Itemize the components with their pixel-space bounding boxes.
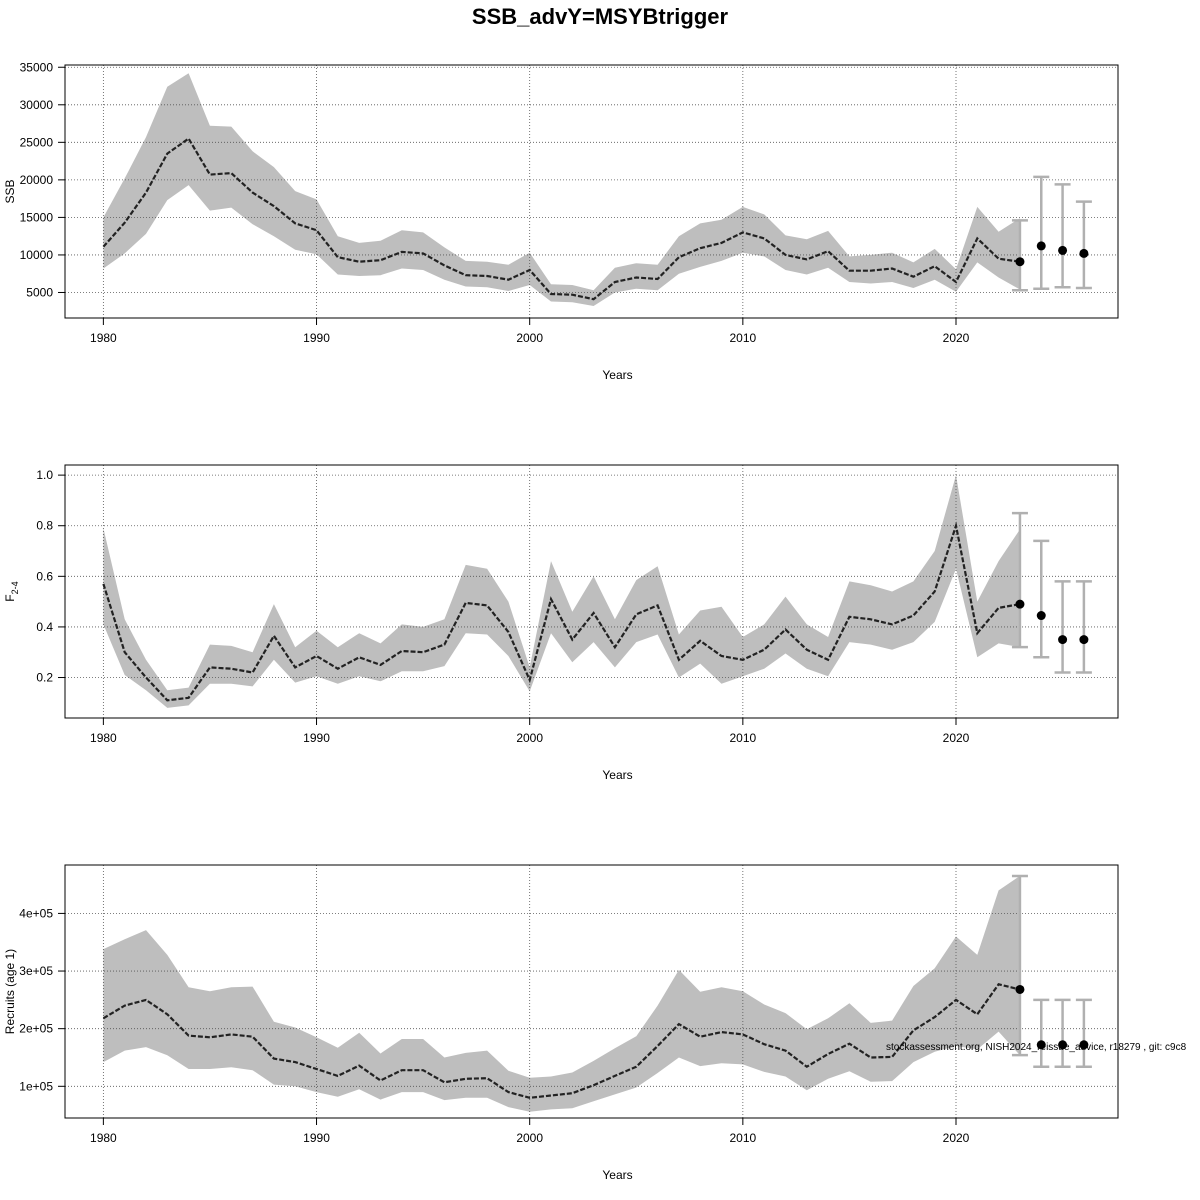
forecast-point — [1036, 1040, 1046, 1050]
y-axis-title: SSB — [3, 179, 17, 203]
y-tick-label: 0.6 — [36, 569, 53, 583]
x-axis-title: Years — [602, 768, 632, 782]
x-tick-label: 1990 — [303, 331, 330, 345]
forecast-point — [1036, 611, 1046, 621]
forecast-point — [1058, 245, 1068, 255]
last-estimate-point — [1015, 984, 1025, 994]
x-tick-label: 2020 — [943, 731, 970, 745]
x-tick-label: 1980 — [90, 1131, 117, 1145]
estimate-line — [102, 521, 1021, 702]
estimate-line — [102, 137, 1021, 301]
ssb-panel: 1980 1990 2000 2010 2020 5000 10000 15000 20000 2… — [3, 60, 1119, 382]
x-axis-title: Years — [602, 1168, 632, 1182]
y-tick-label: 1.0 — [36, 468, 53, 482]
plot-frame — [64, 64, 1119, 319]
y-tick-label: 25000 — [20, 135, 54, 149]
x-tick-label: 2010 — [729, 331, 756, 345]
y-tick-label: 2e+05 — [19, 1022, 53, 1036]
recruits-panel: 1980 1990 2000 2010 2020 1e+05 2e+05 3e+05 4e+05… — [3, 864, 1119, 1182]
x-tick-label: 2010 — [729, 731, 756, 745]
confidence-band — [103, 73, 1020, 306]
x-axis-title: Years — [602, 368, 632, 382]
forecast-point — [1058, 1040, 1068, 1050]
y-axis-title-subscript: 2-4 — [10, 581, 20, 594]
forecast-point — [1058, 635, 1068, 645]
y-tick-label: 10000 — [20, 248, 54, 262]
x-tick-label: 2020 — [943, 1131, 970, 1145]
forecast-point — [1079, 1040, 1089, 1050]
y-axis-title: Recruits (age 1) — [3, 949, 17, 1034]
y-axis-title: F2-4 — [3, 581, 20, 601]
x-tick-label: 2020 — [943, 331, 970, 345]
x-tick-label: 1990 — [303, 1131, 330, 1145]
forecast-point — [1036, 241, 1046, 251]
forecast-point — [1079, 248, 1089, 258]
x-tick-label: 2010 — [729, 1131, 756, 1145]
fishing-mortality-panel: 1980 1990 2000 2010 2020 0.2 0.4 0.6 0.8 1.0 Years… — [3, 464, 1119, 782]
plot-frame — [64, 464, 1119, 719]
y-tick-label: 0.4 — [36, 620, 53, 634]
y-tick-label: 35000 — [20, 60, 54, 74]
last-estimate-point — [1015, 599, 1025, 609]
chart-title: SSB_advY=MSYBtrigger — [472, 4, 729, 29]
y-tick-label: 3e+05 — [19, 964, 53, 978]
source-footnote: stockassessment.org, NISH2024_reissue_ad… — [886, 1042, 1187, 1053]
y-tick-label: 20000 — [20, 173, 54, 187]
plot-frame — [64, 864, 1119, 1119]
y-tick-label: 30000 — [20, 98, 54, 112]
y-tick-label: 0.2 — [36, 671, 53, 685]
confidence-band — [103, 875, 1020, 1112]
x-tick-label: 2000 — [516, 331, 543, 345]
forecast-point — [1079, 635, 1089, 645]
x-tick-label: 1980 — [90, 731, 117, 745]
last-estimate-point — [1015, 257, 1025, 267]
y-tick-label: 15000 — [20, 210, 54, 224]
x-tick-label: 2000 — [516, 1131, 543, 1145]
y-tick-label: 5000 — [26, 285, 53, 299]
y-tick-label: 4e+05 — [19, 906, 53, 920]
x-tick-label: 1990 — [303, 731, 330, 745]
y-tick-label: 0.8 — [36, 519, 53, 533]
x-tick-label: 1980 — [90, 331, 117, 345]
x-tick-label: 2000 — [516, 731, 543, 745]
estimate-line — [102, 983, 1021, 1099]
y-tick-label: 1e+05 — [19, 1079, 53, 1093]
confidence-band — [103, 475, 1020, 708]
